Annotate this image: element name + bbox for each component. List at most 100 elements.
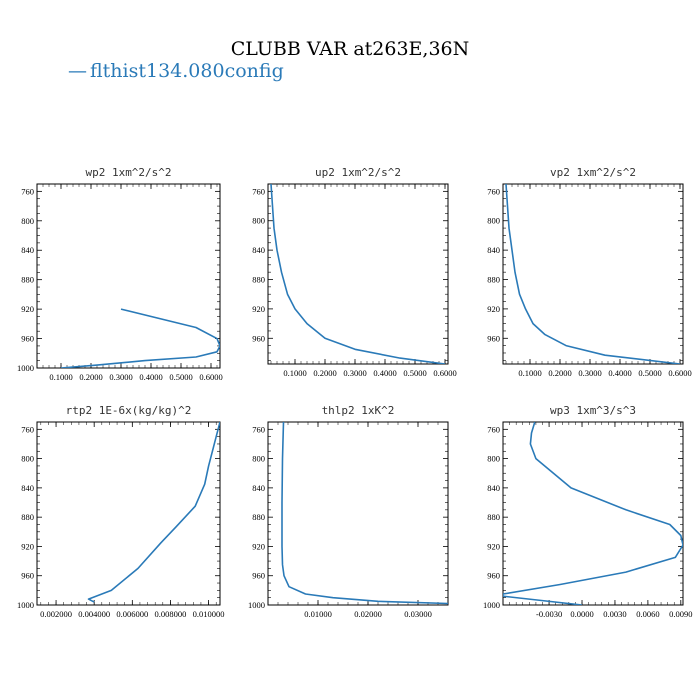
x-tick-label: 0.1000 (283, 368, 306, 378)
y-tick-label: 840 (252, 483, 265, 493)
x-tick-label: 0.6000 (433, 368, 456, 378)
x-tick-label: 0.0090 (669, 609, 692, 619)
plot-frame (36, 183, 221, 369)
x-tick-label: 0.4000 (139, 372, 162, 382)
x-tick-label: 0.4000 (608, 368, 631, 378)
plot-frame (502, 421, 684, 606)
series-line (270, 184, 446, 364)
x-tick-label: 0.6000 (668, 368, 691, 378)
y-tick-label: 1000 (17, 363, 34, 373)
y-tick-label: 880 (252, 275, 265, 285)
y-tick-label: 960 (252, 333, 265, 343)
x-tick-label: 0.01000 (304, 609, 332, 619)
chart-panel: thlp2 1xK^2 760 800 840 880 920 960 1000 0.01000… (248, 404, 449, 619)
x-tick-label: 0.5000 (638, 368, 661, 378)
y-tick-label: 840 (487, 483, 500, 493)
x-tick-label: 0.004000 (78, 609, 110, 619)
x-tick-label: 0.0060 (636, 609, 659, 619)
y-tick-label: 760 (252, 186, 265, 196)
y-tick-label: 920 (21, 304, 34, 314)
figure-legend: — flthist134.080config (68, 60, 284, 82)
x-tick-label: 0.008000 (155, 609, 187, 619)
x-tick-label: 0.2000 (548, 368, 571, 378)
x-tick-label: 0.02000 (354, 609, 382, 619)
x-tick-label: 0.3000 (578, 368, 601, 378)
y-tick-label: 800 (21, 216, 34, 226)
y-tick-label: 880 (21, 275, 34, 285)
panel-title: vp2 1xm^2/s^2 (550, 166, 636, 179)
y-tick-label: 760 (21, 424, 34, 434)
y-tick-label: 800 (252, 216, 265, 226)
plot-frame (502, 183, 684, 365)
x-tick-label: 0.1000 (49, 372, 72, 382)
y-tick-label: 800 (487, 216, 500, 226)
plot-frame (267, 183, 449, 365)
y-tick-label: 920 (487, 541, 500, 551)
x-tick-label: 0.006000 (116, 609, 148, 619)
chart-panel: vp2 1xm^2/s^2 760 800 840 880 920 960 0.1000 0.2… (487, 166, 691, 378)
y-tick-label: 840 (487, 245, 500, 255)
y-tick-label: 880 (487, 275, 500, 285)
chart-panel: up2 1xm^2/s^2 760 800 840 880 920 960 0.1000 0.2… (252, 166, 456, 378)
panel-title: up2 1xm^2/s^2 (315, 166, 401, 179)
y-tick-label: 760 (252, 424, 265, 434)
x-tick-label: 0.03000 (404, 609, 432, 619)
y-tick-label: 1000 (17, 600, 34, 610)
y-tick-label: 960 (252, 571, 265, 581)
y-tick-label: 960 (21, 334, 34, 344)
x-tick-label: 0.2000 (313, 368, 336, 378)
x-tick-label: 0.3000 (109, 372, 132, 382)
x-tick-label: 0.010000 (193, 609, 225, 619)
chart-panel: rtp2 1E-6x(kg/kg)^2 760 800 840 880 920 960 100… (17, 404, 225, 619)
x-tick-label: 0.5000 (169, 372, 192, 382)
y-tick-label: 920 (487, 304, 500, 314)
y-tick-label: 840 (252, 245, 265, 255)
x-tick-label: 0.3000 (343, 368, 366, 378)
y-tick-label: 960 (487, 333, 500, 343)
y-tick-label: 880 (252, 512, 265, 522)
series-line (87, 422, 220, 603)
x-tick-label: 0.4000 (373, 368, 396, 378)
y-tick-label: 840 (21, 245, 34, 255)
y-tick-label: 920 (252, 304, 265, 314)
chart-panel: wp3 1xm^3/s^3 760 800 840 880 920 960 1000 -0.00… (483, 404, 692, 619)
y-tick-label: 880 (487, 512, 500, 522)
y-tick-label: 1000 (483, 600, 500, 610)
y-tick-label: 760 (21, 186, 34, 196)
x-tick-label: 0.1000 (518, 368, 541, 378)
x-tick-label: 0.0000 (570, 609, 593, 619)
panel-title: thlp2 1xK^2 (322, 404, 395, 417)
legend-label: flthist134.080config (90, 60, 284, 82)
series-line (505, 184, 681, 364)
figure-title: CLUBB VAR at263E,36N (231, 38, 470, 60)
y-tick-label: 920 (21, 541, 34, 551)
x-tick-label: 0.002000 (40, 609, 72, 619)
y-tick-label: 800 (252, 454, 265, 464)
series-line (60, 308, 220, 368)
plot-frame (36, 421, 221, 606)
series-line (281, 422, 448, 605)
panel-title: rtp2 1E-6x(kg/kg)^2 (66, 404, 192, 417)
y-tick-label: 800 (487, 454, 500, 464)
y-tick-label: 1000 (248, 600, 265, 610)
y-tick-label: 800 (21, 454, 34, 464)
y-tick-label: 960 (21, 571, 34, 581)
chart-panel: wp2 1xm^2/s^2 760 800 840 880 920 960 1000 0.100… (17, 166, 223, 382)
x-tick-label: 0.0030 (603, 609, 626, 619)
x-tick-label: 0.2000 (79, 372, 102, 382)
y-tick-label: 760 (487, 424, 500, 434)
y-tick-label: 880 (21, 512, 34, 522)
y-tick-label: 960 (487, 571, 500, 581)
y-tick-label: 760 (487, 186, 500, 196)
panel-title: wp2 1xm^2/s^2 (85, 166, 171, 179)
y-tick-label: 840 (21, 483, 34, 493)
x-tick-label: -0.0030 (536, 609, 562, 619)
series-line (503, 422, 683, 605)
x-tick-label: 0.6000 (199, 372, 222, 382)
y-tick-label: 920 (252, 541, 265, 551)
panel-title: wp3 1xm^3/s^3 (550, 404, 636, 417)
panels-container: wp2 1xm^2/s^2 760 800 840 880 920 960 1000 0.100… (17, 166, 692, 619)
legend-marker: — (68, 60, 87, 82)
